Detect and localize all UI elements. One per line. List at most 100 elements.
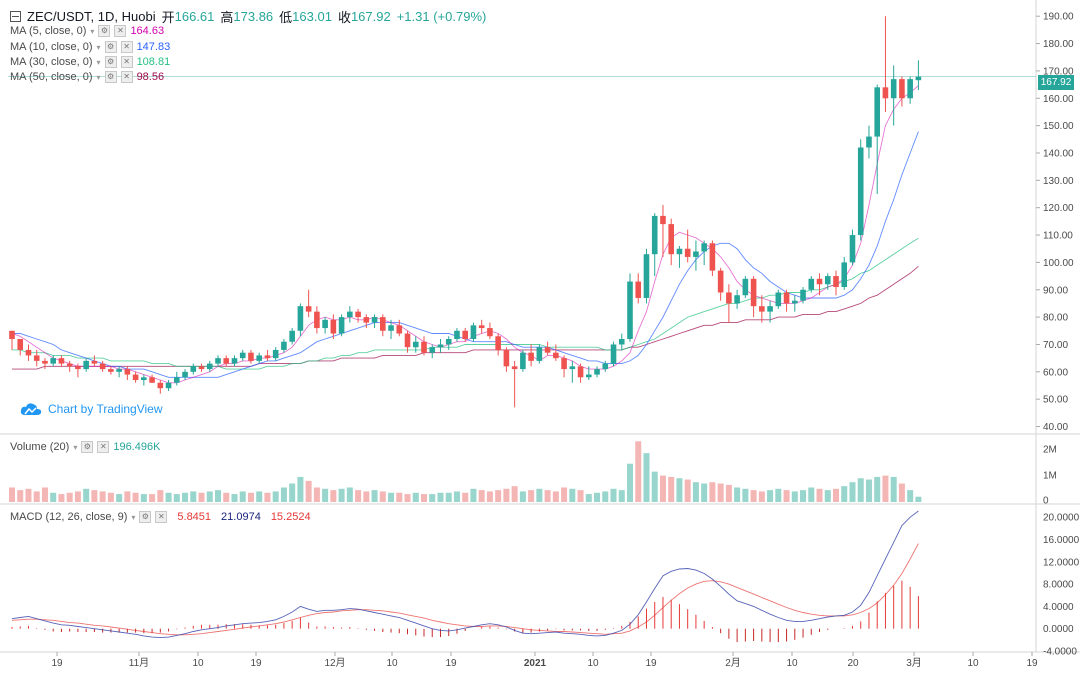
settings-icon[interactable]: ⚙ (81, 441, 94, 453)
candle-body (816, 278, 823, 285)
time-tick-label: 19 (51, 658, 63, 669)
candle-body (899, 79, 905, 99)
volume-bar (355, 490, 362, 502)
close-icon[interactable]: ✕ (120, 56, 133, 68)
candle-body (322, 319, 328, 329)
candle-body (83, 360, 89, 370)
settings-icon[interactable]: ⚙ (104, 71, 117, 83)
price-tick-label: 100.00 (1043, 258, 1074, 269)
candle-body (91, 360, 98, 364)
volume-bar (289, 483, 296, 502)
settings-icon[interactable]: ⚙ (139, 511, 152, 523)
high-label: 高 (220, 10, 234, 25)
candle-body (272, 349, 279, 359)
caret-down-icon[interactable]: ▾ (96, 42, 101, 52)
candle-body (717, 270, 724, 293)
volume-bar (429, 494, 436, 502)
candle-body (380, 317, 386, 331)
candle-body (223, 358, 230, 364)
volume-value: 196.496K (113, 441, 161, 453)
candle-body (635, 281, 642, 298)
settings-icon[interactable]: ⚙ (104, 41, 117, 53)
volume-bar (346, 487, 353, 502)
settings-icon[interactable]: ⚙ (104, 56, 117, 68)
candle-body (231, 358, 238, 364)
volume-bar (396, 492, 403, 502)
candle-body (709, 243, 716, 271)
candle-body (792, 300, 798, 304)
time-tick-label: 20 (847, 658, 859, 669)
legend-macd[interactable]: MACD (12, 26, close, 9) ▾ ⚙ ✕ 5.8451 21.… (10, 511, 311, 523)
ma50-value: 98.56 (136, 71, 165, 83)
ma30-line (12, 237, 919, 370)
candle-body (314, 311, 320, 329)
candle-body (297, 306, 304, 331)
candle-body (857, 147, 864, 236)
volume-bar (388, 492, 395, 502)
candle-body (503, 349, 510, 367)
volume-bar (99, 491, 106, 502)
candle-body (75, 366, 81, 370)
tradingview-watermark[interactable]: Chart by TradingView (20, 402, 163, 416)
volume-bar (157, 490, 164, 502)
volume-bar (783, 490, 790, 502)
volume-bar (445, 492, 452, 502)
close-icon[interactable]: ✕ (120, 41, 133, 53)
candle-body (17, 338, 24, 350)
caret-down-icon[interactable]: ▾ (96, 72, 101, 82)
candle-body (165, 382, 172, 389)
close-icon[interactable]: ✕ (155, 511, 168, 523)
volume-bar (890, 476, 897, 502)
candle-body (676, 248, 683, 255)
candle-body (248, 352, 254, 361)
open-label: 开 (161, 10, 175, 25)
candle-body (58, 358, 65, 364)
volume-bar (692, 482, 699, 502)
time-tick-label: 3月 (906, 657, 922, 669)
volume-bar (668, 476, 675, 502)
settings-icon[interactable]: ⚙ (98, 25, 111, 37)
legend-ma5[interactable]: MA (5, close, 0) ▾ ⚙ ✕ 164.63 (10, 25, 164, 37)
caret-down-icon[interactable]: ▾ (131, 512, 136, 522)
candle-body (651, 215, 658, 255)
candle-body (775, 292, 782, 307)
legend-ma30[interactable]: MA (30, close, 0) ▾ ⚙ ✕ 108.81 (10, 56, 170, 68)
volume-bar (495, 490, 502, 502)
price-tick-label: 130.00 (1043, 176, 1074, 187)
time-tick-label: 19 (445, 658, 457, 669)
close-icon[interactable]: ✕ (114, 25, 127, 37)
volume-bar (627, 463, 633, 502)
candle-body (239, 352, 246, 359)
candle-body (520, 352, 526, 370)
candle-body (767, 306, 773, 312)
collapse-icon[interactable] (10, 11, 21, 22)
volume-bar (857, 478, 864, 502)
candle-body (759, 306, 765, 312)
volume-bar (486, 491, 493, 502)
candle-body (363, 317, 370, 323)
candle-body (437, 344, 444, 348)
legend-ma10[interactable]: MA (10, close, 0) ▾ ⚙ ✕ 147.83 (10, 41, 170, 53)
caret-down-icon[interactable]: ▾ (90, 26, 95, 36)
candle-body (808, 278, 815, 290)
volume-bar (833, 488, 839, 502)
candle-body (33, 355, 40, 361)
legend-volume[interactable]: Volume (20) ▾ ⚙ ✕ 196.496K (10, 441, 160, 453)
time-tick-label: 19 (1026, 658, 1038, 669)
volume-bar (116, 494, 123, 502)
caret-down-icon[interactable]: ▾ (96, 57, 101, 67)
volume-bar (297, 476, 304, 502)
candle-body (182, 371, 188, 378)
caret-down-icon[interactable]: ▾ (73, 442, 78, 452)
volume-bar (215, 490, 221, 502)
candle-body (462, 330, 468, 339)
candle-body (206, 363, 213, 370)
volume-bar (643, 453, 650, 502)
volume-bar (767, 490, 774, 502)
close-icon[interactable]: ✕ (97, 441, 110, 453)
candle-body (833, 276, 839, 288)
legend-ma50[interactable]: MA (50, close, 0) ▾ ⚙ ✕ 98.56 (10, 71, 164, 83)
macd-signal-value: 15.2524 (270, 511, 311, 523)
candle-body (841, 262, 848, 288)
close-icon[interactable]: ✕ (120, 71, 133, 83)
